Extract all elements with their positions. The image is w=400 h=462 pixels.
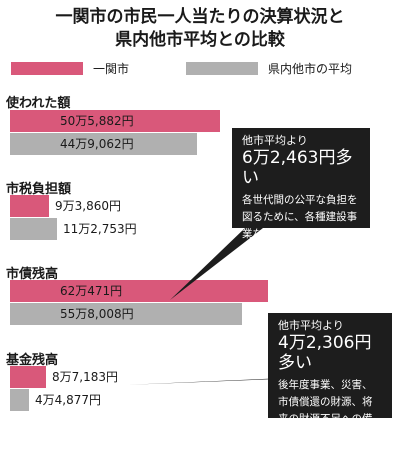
bar-city-bonds-other-cities [10, 303, 242, 325]
bar-value-label-city-bonds-ichinoseki: 62万471円 [60, 284, 123, 298]
bar-spent-ichinoseki [10, 110, 220, 132]
callout-bonds-amount: 6万2,463円多い [242, 148, 353, 188]
category-label-city-bonds: 市債残高 [6, 267, 59, 282]
chart-title: 一関市の市民一人当たりの決算状況と 県内他市平均との比較 [0, 6, 400, 52]
callout-box-fund: 他市平均より 4万2,306円多い 後年度事業、災害、市債償還の財源、将来の財源… [268, 313, 392, 459]
chart-title-line-2: 県内他市平均との比較 [115, 30, 285, 50]
legend-label-other-cities: 県内他市の平均 [268, 62, 353, 76]
bar-value-label-tax-burden-ichinoseki: 9万3,860円 [55, 199, 121, 213]
chart-title-line-1: 一関市の市民一人当たりの決算状況と [55, 7, 345, 27]
bar-tax-burden-other-cities [10, 218, 57, 240]
category-label-fund-balance: 基金残高 [6, 353, 59, 368]
bar-fund-balance-ichinoseki [10, 366, 46, 388]
callout-bonds-heading: 他市平均より [242, 134, 308, 147]
bar-value-label-spent-ichinoseki: 50万5,882円 [60, 114, 134, 128]
callout-pointer-fund [125, 378, 303, 385]
category-label-spent: 使われた額 [6, 96, 71, 111]
legend-swatch-ichinoseki [11, 62, 83, 75]
bar-tax-burden-ichinoseki [10, 195, 49, 217]
bar-value-label-spent-other-cities: 44万9,062円 [60, 137, 134, 151]
chart-figure: 一関市の市民一人当たりの決算状況と 県内他市平均との比較 一関市 県内他市の平均… [0, 6, 400, 459]
bar-value-label-tax-burden-other-cities: 11万2,753円 [63, 222, 137, 236]
bar-spent-other-cities [10, 133, 197, 155]
bar-value-label-fund-balance-ichinoseki: 8万7,183円 [52, 370, 118, 384]
callout-bonds-text: 各世代間の公平な負担を図るために、各種建設事業などを市債を充当して進めてきた [242, 194, 358, 257]
callout-fund-amount: 4万2,306円多い [278, 333, 372, 373]
bar-fund-balance-other-cities [10, 389, 29, 411]
category-label-tax-burden: 市税負担額 [6, 182, 72, 197]
callout-box-bonds: 他市平均より 6万2,463円多い 各世代間の公平な負担を図るために、各種建設事… [232, 128, 370, 257]
legend-label-ichinoseki: 一関市 [93, 62, 130, 76]
callout-pointer-bonds [170, 228, 263, 300]
bar-value-label-fund-balance-other-cities: 4万4,877円 [35, 393, 101, 407]
callout-fund-text: 後年度事業、災害、市債償還の財源、将来の財源不足への備えとして基金に積み立ててき… [278, 379, 373, 459]
bar-value-label-city-bonds-other-cities: 55万8,008円 [60, 307, 134, 321]
callout-fund-heading: 他市平均より [278, 319, 344, 332]
legend-swatch-other-cities [186, 62, 258, 75]
callout-pointers [125, 228, 303, 385]
bar-city-bonds-ichinoseki [10, 280, 268, 302]
